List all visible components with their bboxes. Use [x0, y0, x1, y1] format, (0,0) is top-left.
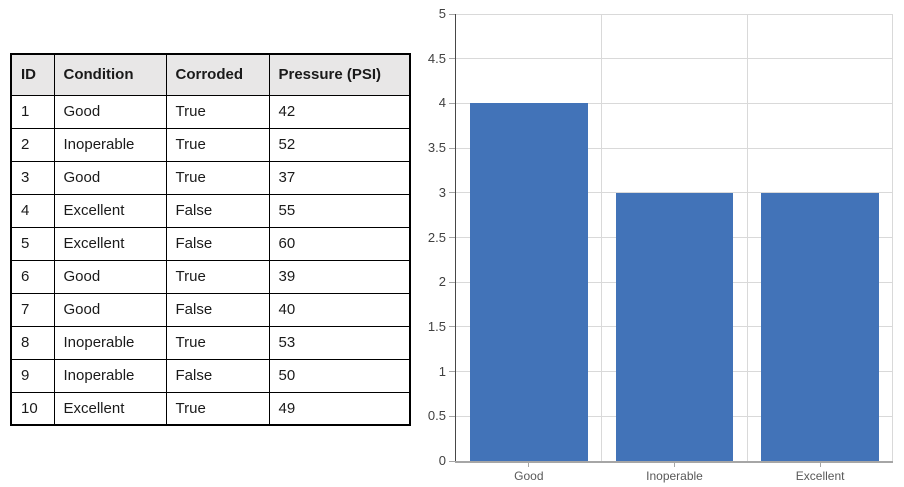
- table-row: 1 Good True 42: [10, 94, 411, 129]
- table-cell: 42: [268, 94, 411, 129]
- table-cell: 53: [268, 325, 411, 360]
- y-axis-tick: [449, 415, 456, 417]
- x-category-label: Good: [514, 469, 544, 483]
- table-header-row: ID Condition Corroded Pressure (PSI): [10, 53, 411, 96]
- y-gridline: [456, 13, 893, 15]
- y-axis-tick: [449, 237, 456, 238]
- y-gridline: [456, 58, 893, 60]
- y-tick-label: 3.5: [427, 140, 446, 156]
- table-cell: 2: [10, 127, 55, 162]
- x-axis-line: [454, 461, 893, 463]
- table-cell: 10: [10, 391, 55, 426]
- bar-excellent: [761, 192, 880, 461]
- table-cell: True: [165, 391, 270, 426]
- y-tick-label: 4: [438, 95, 446, 111]
- y-tick-label: 2: [438, 274, 446, 290]
- pipe-data-table: ID Condition Corroded Pressure (PSI) 1 Good T…: [10, 53, 411, 426]
- y-axis-line: [454, 14, 456, 463]
- table-cell: Excellent: [53, 391, 167, 426]
- table-row: 7 Good False 40: [10, 292, 411, 327]
- table-row: 8 Inoperable True 53: [10, 325, 411, 360]
- y-axis-tick: [449, 326, 456, 328]
- x-axis-tick: [819, 462, 821, 467]
- pipe-data-table-container: ID Condition Corroded Pressure (PSI) 1 Good T…: [10, 53, 411, 426]
- y-tick-label: 1.5: [427, 318, 446, 334]
- x-gridline: [601, 14, 603, 461]
- y-axis-tick: [449, 102, 456, 104]
- table-cell: True: [165, 325, 270, 360]
- y-axis-tick: [449, 281, 456, 283]
- y-tick-label: 1: [438, 363, 446, 379]
- y-gridline: [456, 102, 893, 104]
- column-header-pressure-psi: Pressure (PSI): [268, 53, 411, 96]
- x-gridline: [746, 14, 748, 461]
- table-row: 9 Inoperable False 50: [10, 358, 411, 393]
- table-cell: 52: [268, 127, 411, 162]
- x-axis-tick: [528, 462, 530, 467]
- y-axis-tick: [449, 13, 456, 15]
- y-gridline: [456, 147, 893, 149]
- y-axis-tick: [449, 147, 456, 149]
- table-cell: Good: [53, 259, 167, 294]
- table-row: 10 Excellent True 49: [10, 391, 411, 426]
- table-cell: False: [165, 358, 270, 393]
- table-cell: Excellent: [53, 226, 167, 261]
- table-cell: True: [165, 160, 270, 195]
- y-tick-label: 3: [438, 184, 446, 200]
- x-category-label: Excellent: [795, 469, 845, 483]
- y-axis-tick: [449, 371, 456, 373]
- table-cell: True: [165, 94, 270, 129]
- table-row: 4 Excellent False 55: [10, 193, 411, 228]
- column-header-id: ID: [10, 53, 55, 96]
- table-cell: 7: [10, 292, 55, 327]
- column-header-corroded: Corroded: [165, 53, 270, 96]
- x-axis-tick: [674, 462, 675, 467]
- column-header-condition: Condition: [53, 53, 167, 96]
- table-body: 1 Good True 42 2 Inoperable True 52 3 Good True 37 4…: [10, 94, 411, 426]
- y-axis-tick: [449, 192, 456, 194]
- table-cell: Good: [53, 292, 167, 327]
- y-tick-label: 4.5: [427, 50, 446, 66]
- table-cell: Excellent: [53, 193, 167, 228]
- x-gridline: [892, 14, 893, 461]
- table-cell: 49: [268, 391, 411, 426]
- y-tick-label: 0: [438, 453, 446, 468]
- table-cell: Good: [53, 160, 167, 195]
- bar-inoperable: [615, 192, 734, 461]
- table-cell: 39: [268, 259, 411, 294]
- y-tick-label: 2.5: [427, 229, 446, 245]
- y-tick-label: 5: [438, 6, 446, 21]
- table-cell: 40: [268, 292, 411, 327]
- y-axis-tick: [449, 58, 456, 60]
- table-cell: Inoperable: [53, 127, 167, 162]
- y-tick-label: 0.5: [427, 408, 446, 424]
- table-row: 6 Good True 39: [10, 259, 411, 294]
- bar-good: [469, 103, 588, 461]
- x-category-label: Inoperable: [646, 469, 703, 483]
- y-axis-tick: [449, 460, 456, 462]
